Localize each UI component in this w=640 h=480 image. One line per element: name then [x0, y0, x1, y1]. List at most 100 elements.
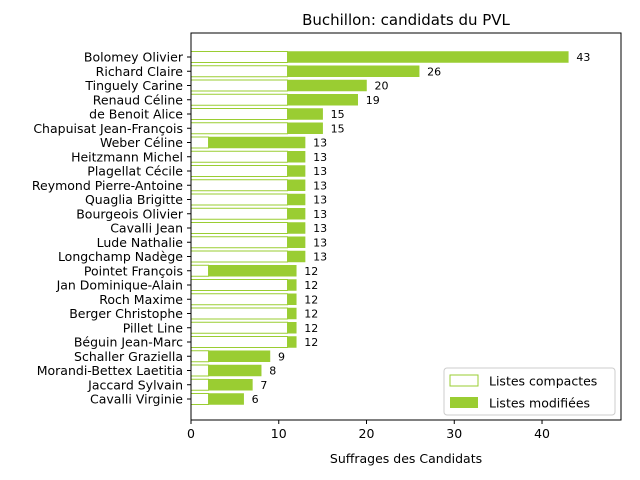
data-label: 26 [427, 65, 441, 78]
y-tick-label: Bolomey Olivier [84, 50, 184, 65]
data-label: 20 [375, 80, 389, 93]
x-tick-label: 0 [187, 426, 195, 441]
bar-listes-compactes [190, 65, 289, 78]
legend-label-listes-compactes: Listes compactes [489, 374, 597, 389]
plot-area: 4326201915151313131313131313131212121212… [190, 51, 590, 406]
data-label: 13 [313, 251, 327, 264]
bar-listes-modifiees [208, 393, 244, 405]
bar-listes-modifiees [287, 250, 306, 263]
data-label: 13 [313, 208, 327, 221]
y-tick-label: Béguin Jean-Marc [74, 335, 183, 350]
y-tick-label: Jaccard Sylvain [87, 377, 183, 392]
y-tick-label: Jan Dominique-Alain [56, 278, 183, 293]
x-axis-title: Suffrages des Candidats [330, 451, 482, 466]
legend-swatch-listes-modifiees [450, 397, 478, 408]
bar-listes-modifiees [287, 236, 306, 248]
y-tick-label: Berger Christophe [69, 306, 183, 321]
x-tick-label: 20 [359, 426, 375, 441]
data-label: 13 [313, 222, 327, 235]
data-label: 13 [313, 179, 327, 192]
x-tick-label: 40 [534, 426, 550, 441]
bar-listes-compactes [190, 122, 289, 135]
data-label: 7 [260, 379, 267, 392]
bar-listes-compactes [190, 321, 289, 334]
chart-title: Buchillon: candidats du PVL [302, 11, 510, 29]
bar-listes-modifiees [287, 222, 306, 234]
data-label: 12 [304, 336, 318, 349]
bar-listes-modifiees [287, 307, 297, 320]
y-tick-label: Lude Nathalie [97, 235, 184, 250]
data-label: 13 [313, 151, 327, 164]
bar-listes-compactes [190, 336, 289, 348]
legend-label-listes-modifiees: Listes modifiées [489, 396, 590, 411]
y-tick-label: Cavalli Virginie [90, 392, 183, 407]
bar-listes-modifiees [208, 350, 271, 362]
data-label: 43 [576, 51, 590, 64]
legend-swatch-listes-compactes [449, 374, 479, 387]
bar-listes-compactes [190, 136, 210, 149]
data-label: 15 [331, 122, 345, 135]
bar-listes-compactes [190, 207, 289, 220]
bar-listes-modifiees [287, 293, 297, 305]
bar-listes-modifiees [287, 65, 420, 77]
data-label: 6 [252, 393, 259, 406]
bar-listes-modifiees [208, 136, 306, 149]
y-tick-label: Cavalli Jean [110, 221, 183, 236]
bar-listes-modifiees [287, 94, 358, 106]
bar-listes-compactes [190, 236, 289, 249]
y-tick-label: Morandi-Bettex Laetitia [37, 363, 183, 378]
y-tick-label: Pointet François [84, 263, 183, 278]
bar-listes-modifiees [287, 51, 569, 63]
y-tick-label: de Benoit Alice [89, 107, 183, 122]
bar-listes-modifiees [287, 193, 306, 206]
x-tick-label: 30 [446, 426, 462, 441]
bar-listes-compactes [190, 279, 289, 291]
bar-listes-modifiees [287, 322, 297, 334]
bar-listes-compactes [190, 108, 289, 120]
bar-listes-modifiees [287, 79, 367, 92]
data-label: 13 [313, 137, 327, 150]
bar-listes-modifiees [287, 108, 323, 120]
data-label: 12 [304, 293, 318, 306]
bar-listes-compactes [190, 264, 210, 277]
bar-listes-modifiees [287, 165, 306, 177]
bar-listes-compactes [190, 293, 289, 306]
bar-listes-modifiees [208, 379, 253, 391]
data-label: 12 [304, 308, 318, 321]
x-axis: 0 10 20 30 40 [187, 420, 550, 441]
legend-box [443, 367, 616, 416]
bar-listes-compactes [190, 222, 289, 234]
bar-listes-compactes [190, 79, 289, 92]
y-tick-label: Roch Maxime [99, 292, 183, 307]
bar-listes-modifiees [287, 336, 297, 348]
bar-listes-modifiees [287, 151, 306, 163]
bar-listes-modifiees [208, 265, 297, 277]
bar-listes-compactes [190, 165, 289, 177]
bar-listes-modifiees [287, 179, 306, 191]
bar-listes-modifiees [208, 364, 262, 377]
y-tick-label: Reymond Pierre-Antoine [32, 178, 183, 193]
x-tick-label: 10 [271, 426, 287, 441]
y-tick-label: Chapuisat Jean-François [33, 121, 183, 136]
bar-listes-compactes [190, 350, 210, 363]
y-tick-label: Renaud Céline [93, 92, 184, 107]
bar-listes-compactes [190, 93, 289, 106]
y-tick-label: Quaglia Brigitte [85, 192, 183, 207]
bar-listes-compactes [190, 51, 289, 63]
y-tick-label: Bourgeois Olivier [76, 206, 184, 221]
bar-listes-modifiees [287, 279, 297, 291]
bar-listes-compactes [190, 378, 210, 391]
bar-listes-modifiees [287, 208, 306, 220]
data-label: 12 [304, 279, 318, 292]
data-label: 15 [331, 108, 345, 121]
data-label: 9 [278, 350, 285, 363]
bar-listes-compactes [190, 393, 210, 405]
y-tick-label: Richard Claire [96, 64, 184, 79]
data-label: 13 [313, 165, 327, 178]
data-label: 8 [269, 365, 276, 378]
y-tick-label: Weber Céline [100, 135, 183, 150]
y-tick-label: Longchamp Nadège [58, 249, 183, 264]
y-tick-label: Schaller Graziella [74, 349, 183, 364]
legend: Listes compactes Listes modifiées [443, 367, 616, 416]
